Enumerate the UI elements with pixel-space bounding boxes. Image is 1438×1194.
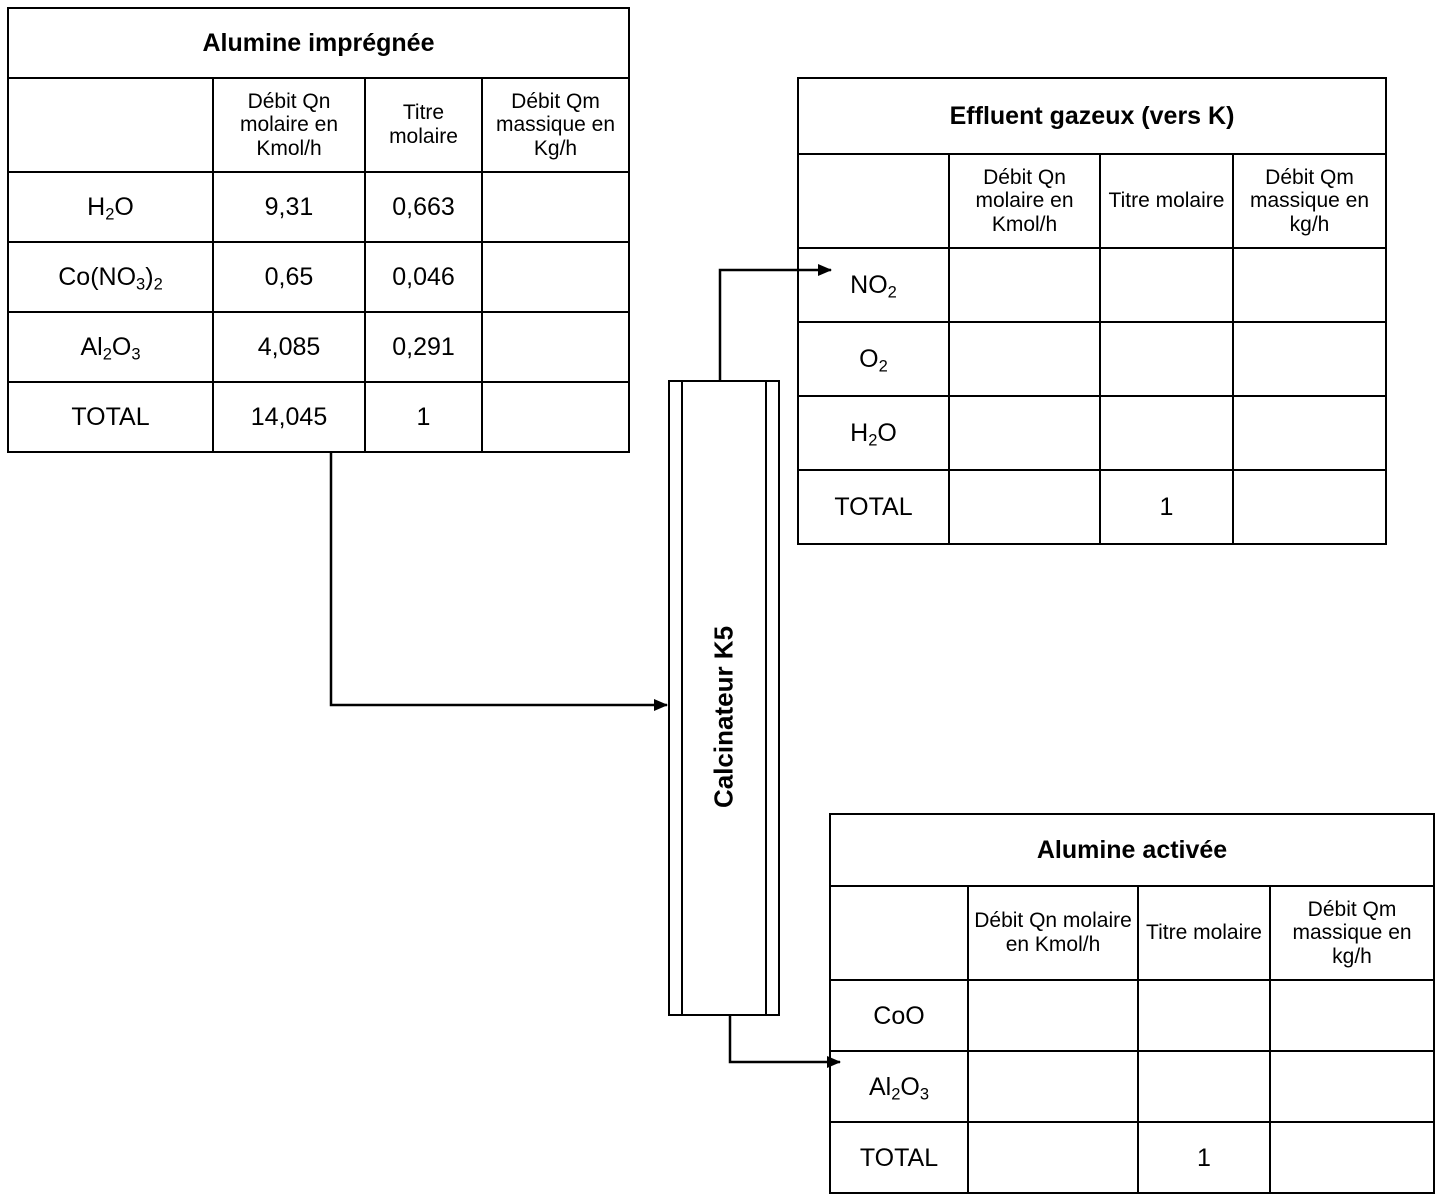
molar-flow-cell: 14,045 [212, 381, 366, 453]
impregnated-alumina-table: Alumine imprégnée Débit Qn molaire en Km… [7, 7, 630, 453]
mass-flow-cell[interactable] [1268, 1050, 1436, 1123]
table-row: H2O [797, 395, 1388, 471]
molar-flow-cell: 4,085 [212, 311, 366, 383]
header-molar-flow: Débit Qn molaire en Kmol/h [948, 153, 1101, 249]
mass-flow-cell[interactable] [1231, 395, 1388, 471]
calcinator-column [668, 380, 780, 1016]
species-cell: NO2 [797, 247, 950, 323]
table-row: H2O 9,31 0,663 [7, 171, 630, 243]
header-molar-fraction: Titre molaire [1099, 153, 1234, 249]
table-row: CoO [829, 979, 1436, 1052]
feed-stream-arrow [329, 451, 668, 711]
header-molar-fraction: Titre molaire [1137, 885, 1271, 981]
molar-flow-cell[interactable] [948, 469, 1101, 545]
table-row: TOTAL 1 [797, 469, 1388, 545]
mass-flow-cell[interactable] [481, 381, 630, 453]
mass-flow-cell[interactable] [481, 171, 630, 243]
molar-flow-cell[interactable] [967, 1050, 1139, 1123]
header-mass-flow: Débit Qm massique en kg/h [1231, 153, 1388, 249]
header-species [829, 885, 969, 981]
table-row: NO2 [797, 247, 1388, 323]
header-mass-flow: Débit Qm massique en kg/h [1268, 885, 1436, 981]
molar-flow-cell[interactable] [967, 1121, 1139, 1194]
molar-flow-cell[interactable] [948, 395, 1101, 471]
species-cell: Al2O3 [7, 311, 214, 383]
header-molar-fraction: Titre molaire [364, 77, 483, 173]
mass-flow-cell[interactable] [481, 241, 630, 313]
species-cell: Al2O3 [829, 1050, 969, 1123]
header-mass-flow: Débit Qm massique en Kg/h [481, 77, 630, 173]
mass-flow-cell[interactable] [1231, 321, 1388, 397]
molar-fraction-cell: 0,663 [364, 171, 483, 243]
species-cell: TOTAL [797, 469, 950, 545]
table-title: Alumine imprégnée [7, 7, 630, 79]
molar-flow-cell[interactable] [967, 979, 1139, 1052]
gas-effluent-table: Effluent gazeux (vers K) Débit Qn molair… [796, 77, 1388, 545]
molar-fraction-cell[interactable] [1099, 395, 1234, 471]
molar-fraction-cell[interactable] [1099, 321, 1234, 397]
species-cell: Co(NO3)2 [7, 241, 214, 313]
molar-flow-cell: 9,31 [212, 171, 366, 243]
calcinator-label: Calcinateur K5 [708, 625, 739, 809]
header-molar-flow: Débit Qn molaire en Kmol/h [212, 77, 366, 173]
molar-flow-cell[interactable] [948, 321, 1101, 397]
table-row: Al2O3 [829, 1050, 1436, 1123]
molar-fraction-cell: 0,046 [364, 241, 483, 313]
species-cell: TOTAL [829, 1121, 969, 1194]
header-species [7, 77, 214, 173]
table-title: Effluent gazeux (vers K) [796, 77, 1388, 155]
mass-flow-cell[interactable] [1231, 247, 1388, 323]
species-cell: TOTAL [7, 381, 214, 453]
species-cell: H2O [797, 395, 950, 471]
molar-fraction-cell: 0,291 [364, 311, 483, 383]
species-cell: CoO [829, 979, 969, 1052]
table-title: Alumine activée [828, 813, 1436, 887]
mass-flow-cell[interactable] [1268, 979, 1436, 1052]
header-species [797, 153, 950, 249]
header-molar-flow: Débit Qn molaire en Kmol/h [967, 885, 1139, 981]
molar-fraction-cell: 1 [1137, 1121, 1271, 1194]
table-row: O2 [797, 321, 1388, 397]
molar-fraction-cell[interactable] [1137, 1050, 1271, 1123]
gas-effluent-arrow [718, 264, 832, 381]
molar-fraction-cell: 1 [364, 381, 483, 453]
activated-alumina-arrow [728, 1015, 841, 1068]
molar-fraction-cell[interactable] [1137, 979, 1271, 1052]
table-row: Co(NO3)2 0,65 0,046 [7, 241, 630, 313]
table-row: Al2O3 4,085 0,291 [7, 311, 630, 383]
molar-flow-cell: 0,65 [212, 241, 366, 313]
activated-alumina-table: Alumine activée Débit Qn molaire en Kmol… [828, 813, 1436, 1194]
species-cell: H2O [7, 171, 214, 243]
mass-flow-cell[interactable] [1231, 469, 1388, 545]
molar-fraction-cell[interactable] [1099, 247, 1234, 323]
table-row: TOTAL 1 [829, 1121, 1436, 1194]
species-cell: O2 [797, 321, 950, 397]
molar-fraction-cell: 1 [1099, 469, 1234, 545]
mass-flow-cell[interactable] [1268, 1121, 1436, 1194]
molar-flow-cell[interactable] [948, 247, 1101, 323]
table-row: TOTAL 14,045 1 [7, 381, 630, 453]
mass-flow-cell[interactable] [481, 311, 630, 383]
